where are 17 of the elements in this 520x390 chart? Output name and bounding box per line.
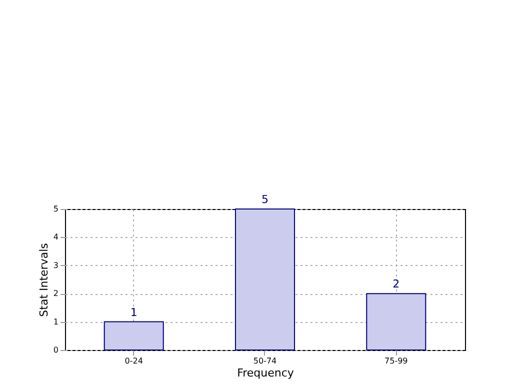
- y-tick-label: 2: [53, 289, 58, 298]
- x-tick-label: 75-99: [384, 356, 408, 366]
- bar: [366, 293, 426, 350]
- y-tick-label: 5: [53, 204, 58, 214]
- x-tick-label: 0-24: [124, 356, 143, 366]
- data-label: 1: [130, 306, 138, 319]
- data-label: 2: [392, 278, 400, 291]
- x-axis-title: Frequency: [237, 366, 294, 380]
- bar: [104, 321, 164, 350]
- x-tick-label: 50-74: [253, 356, 277, 366]
- y-tick-label: 4: [53, 232, 58, 242]
- y-axis-title: Stat Intervals: [37, 242, 50, 317]
- data-label: 5: [262, 193, 268, 206]
- y-tick-label: 3: [53, 260, 58, 270]
- y-tick-label: 1: [53, 317, 58, 326]
- bar: [234, 208, 296, 350]
- y-tick-label: 0: [53, 346, 58, 354]
